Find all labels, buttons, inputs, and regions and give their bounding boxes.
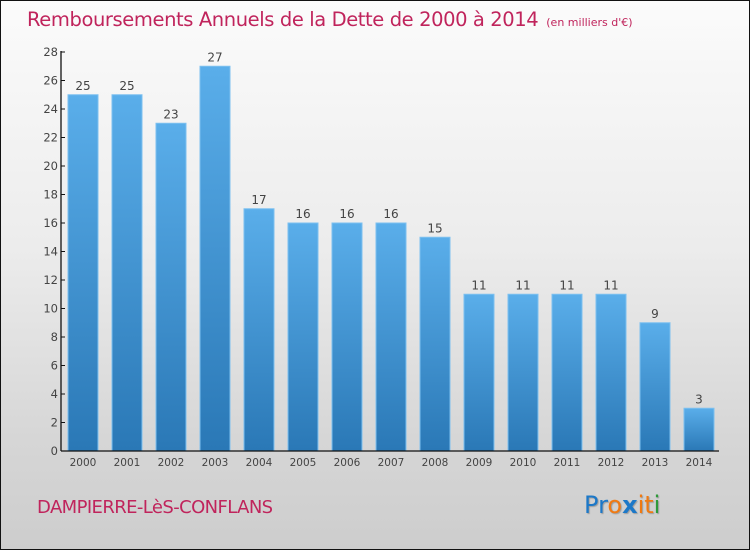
y-tick-label-4: 4 — [51, 387, 58, 401]
bar-2004 — [243, 208, 275, 452]
x-tick-label-2008: 2008 — [422, 457, 449, 469]
data-label-2003: 27 — [207, 50, 222, 64]
data-label-2014: 3 — [695, 392, 703, 406]
x-tick-label-2002: 2002 — [158, 457, 185, 469]
bar-2012 — [595, 293, 627, 452]
bar-2006 — [331, 222, 363, 452]
bar-2011 — [551, 293, 583, 452]
y-tick-label-26: 26 — [43, 74, 58, 88]
x-tick-label-2007: 2007 — [378, 457, 405, 469]
data-label-2004: 17 — [251, 193, 266, 207]
x-tick-label-2011: 2011 — [554, 457, 581, 469]
x-tick-label-2003: 2003 — [202, 457, 229, 469]
data-label-2013: 9 — [651, 307, 659, 321]
logo-letter: x — [622, 491, 638, 519]
y-tick-label-24: 24 — [43, 102, 58, 116]
data-label-2002: 23 — [163, 107, 178, 121]
bar-2007 — [375, 222, 407, 452]
bar-2013 — [639, 322, 671, 452]
data-label-2001: 25 — [119, 79, 134, 93]
y-tick-label-0: 0 — [51, 444, 58, 458]
logo-letter: t — [644, 491, 654, 519]
bar-2005 — [287, 222, 319, 452]
bar-2008 — [419, 236, 451, 452]
x-tick-label-2010: 2010 — [510, 457, 537, 469]
x-tick-label-2004: 2004 — [246, 457, 273, 469]
x-axis: 2000 2001 2002 2003 2004 2005 2006 2007 2008 2009… — [61, 450, 719, 469]
data-label-2011: 11 — [559, 278, 574, 292]
data-label-2007: 16 — [383, 207, 398, 221]
logo-letter: o — [607, 491, 623, 519]
data-label-2006: 16 — [339, 207, 354, 221]
data-label-2009: 11 — [471, 278, 486, 292]
y-tick-label-2: 2 — [51, 416, 58, 430]
x-tick-label-2009: 2009 — [466, 457, 493, 469]
x-tick-label-2001: 2001 — [114, 457, 141, 469]
chart-title: Remboursements Annuels de la Dette de 20… — [27, 8, 633, 31]
logo-letter: P — [584, 491, 599, 519]
data-labels: 25 25 23 27 17 16 16 16 15 11 11 11 11 9 3 — [75, 50, 702, 406]
data-label-2012: 11 — [603, 278, 618, 292]
data-label-2000: 25 — [75, 79, 90, 93]
y-tick-label-10: 10 — [43, 302, 58, 316]
y-tick-label-18: 18 — [43, 188, 58, 202]
x-tick-label-2014: 2014 — [686, 457, 713, 469]
town-name: DAMPIERRE-LèS-CONFLANS — [37, 497, 273, 518]
data-label-2008: 15 — [427, 221, 442, 235]
bar-2003 — [199, 65, 231, 452]
logo-letter: r — [598, 491, 608, 519]
y-tick-label-12: 12 — [43, 273, 58, 287]
bars-group — [67, 65, 715, 452]
data-label-2010: 11 — [515, 278, 530, 292]
bar-2002 — [155, 122, 187, 452]
x-tick-label-2005: 2005 — [290, 457, 317, 469]
y-tick-label-22: 22 — [43, 131, 58, 145]
data-label-2005: 16 — [295, 207, 310, 221]
bar-2001 — [111, 94, 143, 452]
bar-2010 — [507, 293, 539, 452]
y-tick-label-20: 20 — [43, 159, 58, 173]
proxiti-logo[interactable]: Proxiti — [584, 491, 660, 519]
y-tick-label-16: 16 — [43, 216, 58, 230]
bar-2009 — [463, 293, 495, 452]
y-tick-label-14: 14 — [43, 245, 58, 259]
bar-2014 — [683, 407, 715, 452]
chart-title-text: Remboursements Annuels de la Dette de 20… — [27, 8, 539, 31]
y-tick-label-8: 8 — [51, 330, 58, 344]
logo-letter: i — [637, 491, 645, 519]
x-tick-label-2000: 2000 — [70, 457, 97, 469]
y-tick-label-6: 6 — [51, 359, 58, 373]
x-tick-label-2006: 2006 — [334, 457, 361, 469]
logo-letter: i — [653, 491, 661, 519]
bar-2000 — [67, 94, 99, 452]
x-tick-label-2013: 2013 — [642, 457, 669, 469]
x-tick-label-2012: 2012 — [598, 457, 625, 469]
y-tick-label-28: 28 — [43, 45, 58, 59]
chart-subtitle: (en milliers d'€) — [546, 16, 633, 29]
